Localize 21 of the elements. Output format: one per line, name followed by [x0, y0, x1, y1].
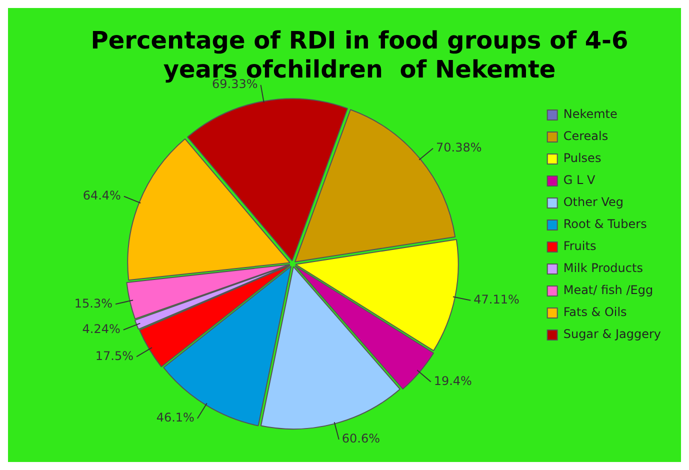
legend-label: Root & Tubers [563, 217, 647, 232]
legend-label: Meat/ fish /Egg [563, 283, 654, 298]
legend-label: Milk Products [563, 261, 643, 276]
legend-label: Sugar & Jaggery [563, 327, 662, 342]
legend-label: Fats & Oils [563, 305, 627, 320]
legend-label: Other Veg [563, 195, 624, 210]
data-label: 47.11% [474, 292, 520, 306]
legend-label: G L V [563, 173, 596, 188]
data-label: 46.1% [156, 410, 194, 425]
legend-label: Nekemte [563, 107, 618, 122]
data-label: 17.5% [95, 348, 134, 363]
legend-label: Cereals [563, 129, 608, 144]
legend-label: Fruits [563, 239, 596, 254]
data-label: 64.4% [82, 188, 121, 202]
data-label: 70.38% [436, 140, 482, 155]
text: Percentage of RDI in food groups of 4-6 [90, 26, 628, 55]
data-label: 60.6% [342, 432, 380, 446]
data-label: 4.24% [82, 322, 120, 336]
data-label: 15.3% [74, 296, 113, 310]
data-label: 19.4% [434, 374, 472, 388]
legend-label: Pulses [563, 151, 602, 166]
